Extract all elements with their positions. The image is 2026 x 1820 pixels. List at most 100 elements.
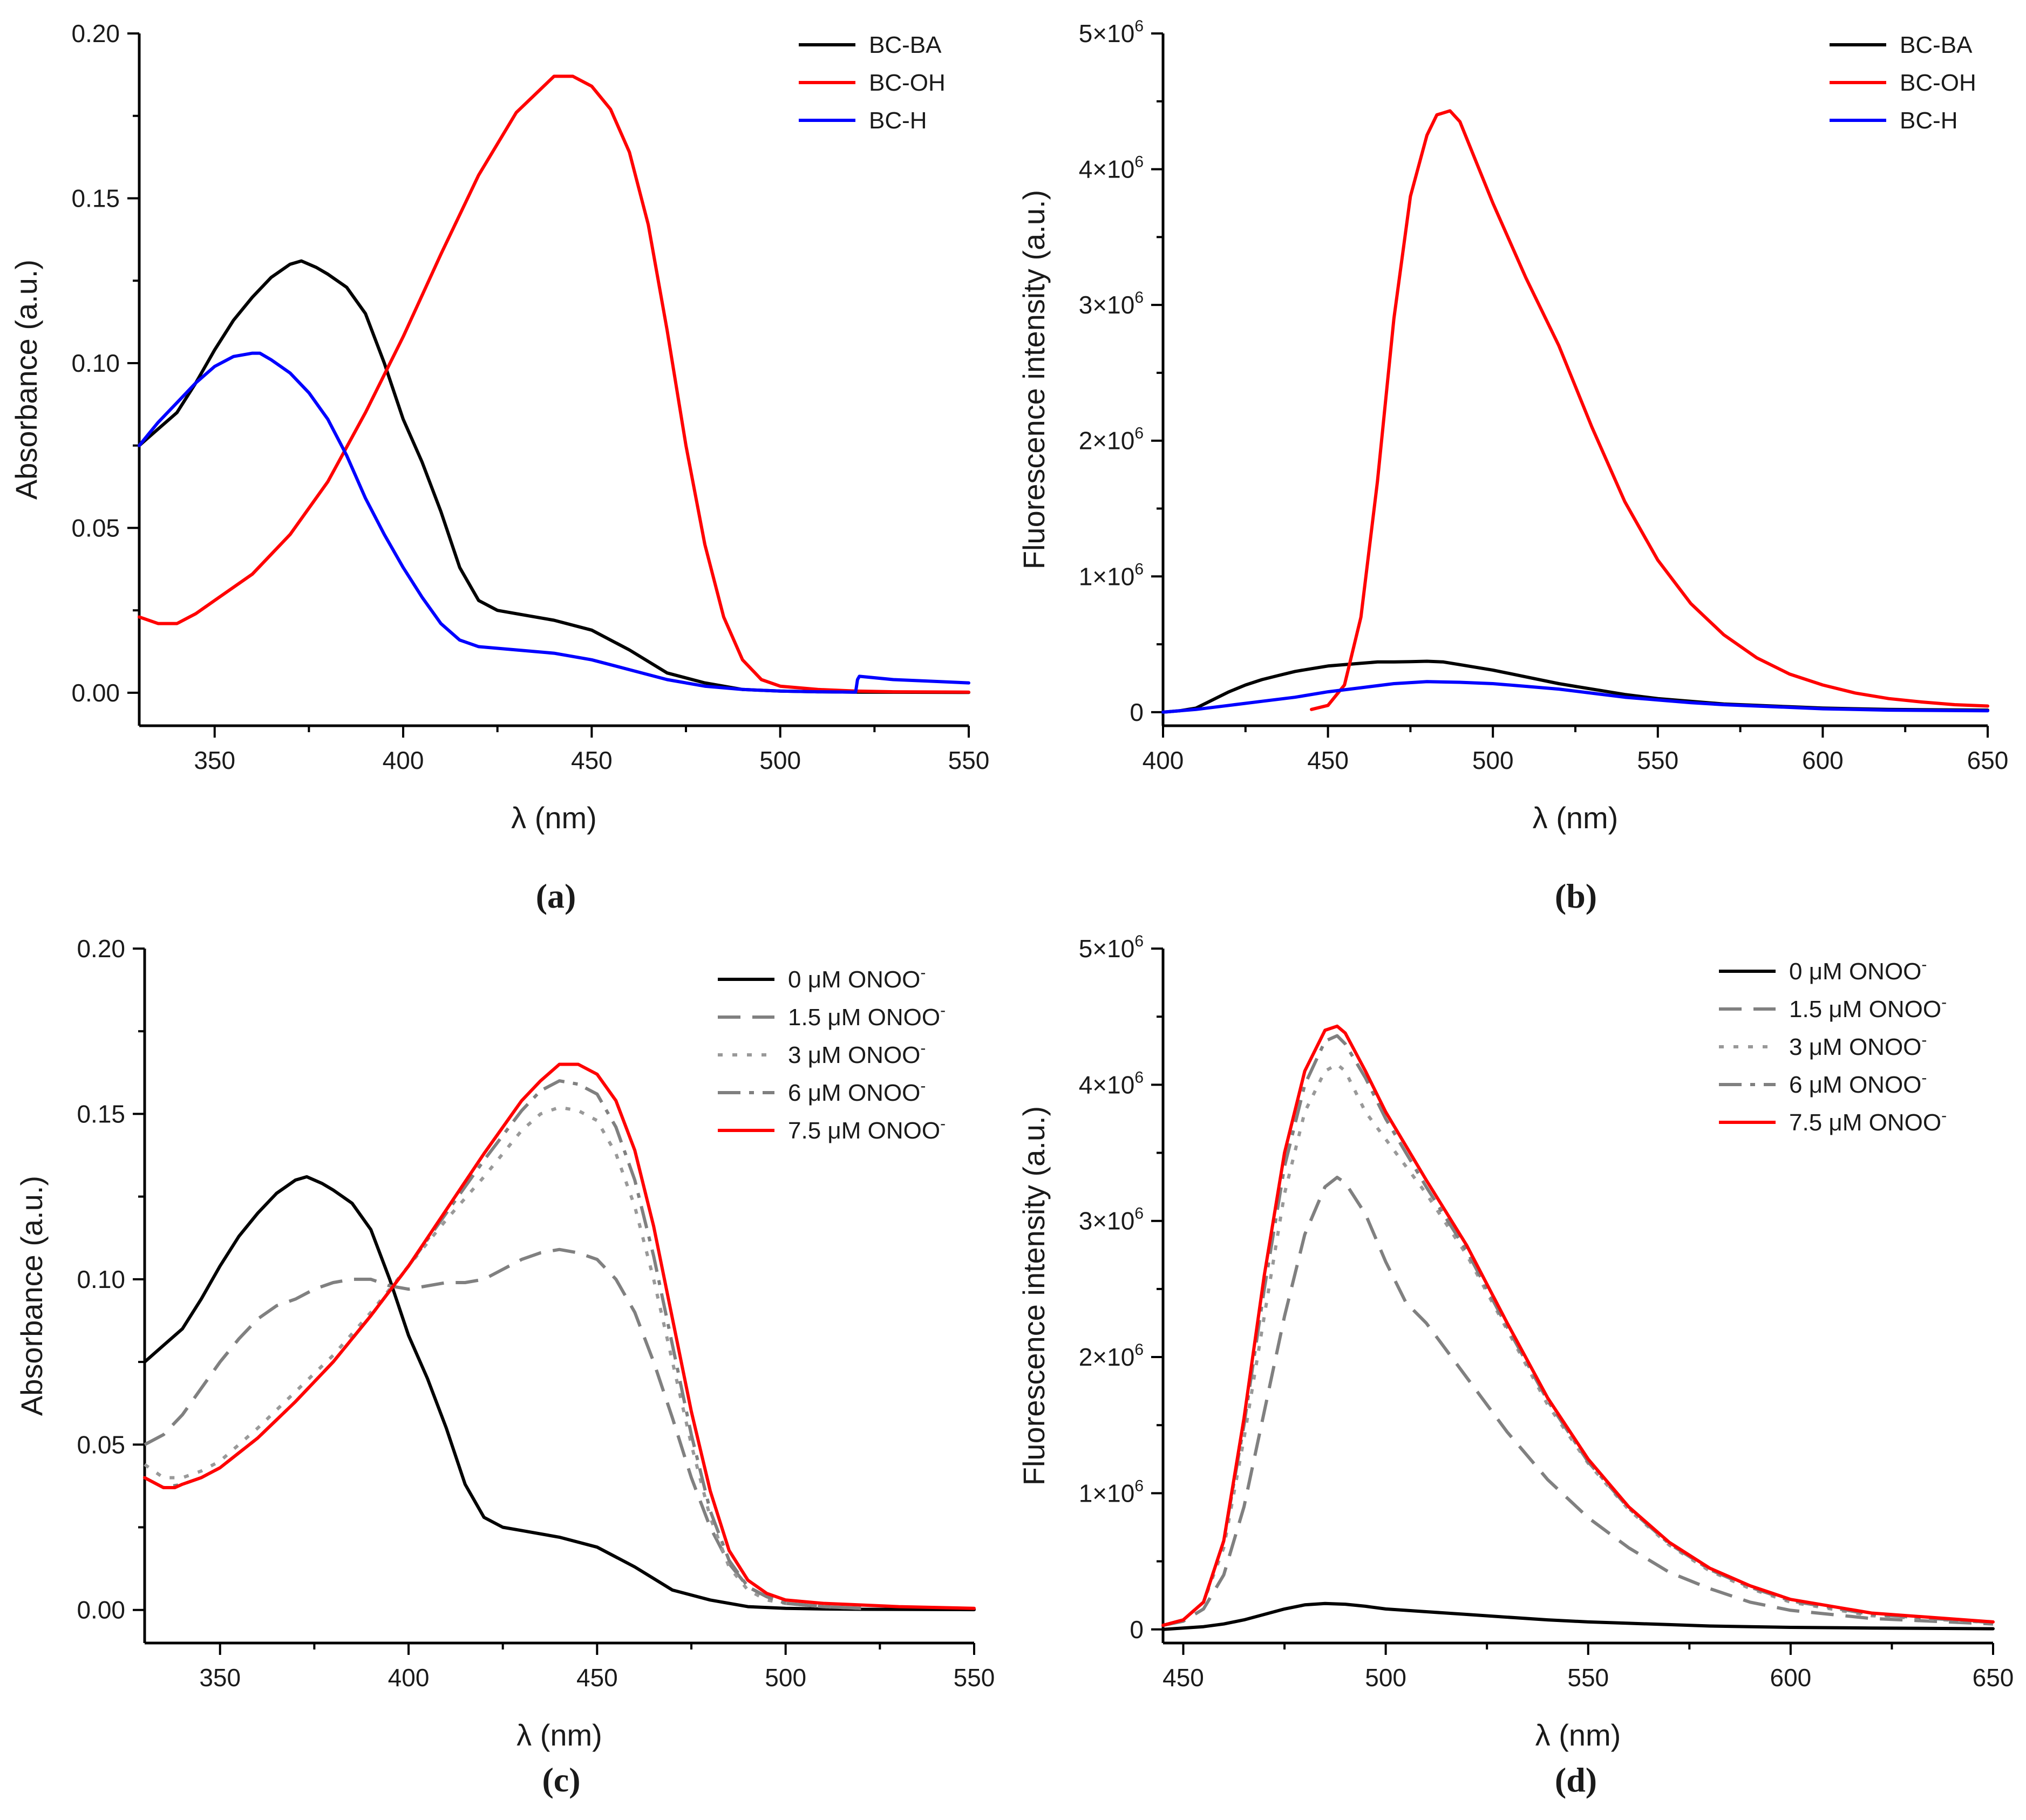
y-tick-label: 0.20 — [77, 935, 125, 963]
legend-series-name: 1.5 — [1789, 996, 1822, 1023]
y-tick-exponent: 6 — [1134, 1068, 1144, 1086]
legend-series-name: BC-BA — [1900, 32, 1973, 58]
x-tick-label: 400 — [388, 1664, 430, 1692]
x-tick-label: 600 — [1802, 746, 1844, 774]
panel-label: (b) — [1555, 877, 1597, 915]
y-tick-exponent: 6 — [1134, 560, 1144, 578]
x-tick-label: 550 — [1637, 746, 1678, 774]
y-axis-title: Fluorescence intensity (a.u.) — [1017, 1106, 1051, 1485]
x-tick-label: 550 — [948, 746, 990, 774]
series-line-bc-oh — [138, 74, 970, 694]
x-tick-label: 550 — [954, 1664, 995, 1692]
legend-superscript: - — [1941, 993, 1947, 1011]
y-tick-exponent: 6 — [1134, 1341, 1144, 1359]
x-tick-label: 500 — [765, 1664, 806, 1692]
series-line-6 — [144, 1079, 861, 1610]
y-tick-label: 3×106 — [1079, 1205, 1144, 1235]
y-tick-label: 2×106 — [1079, 425, 1144, 455]
series-line-3 — [144, 1106, 861, 1610]
legend-unit: μM ONOO — [1822, 996, 1941, 1023]
x-tick-label: 350 — [194, 746, 235, 774]
legend-series-name: 7.5 — [788, 1117, 821, 1144]
y-tick-label: 0.00 — [71, 679, 120, 707]
x-tick-label: 650 — [1967, 746, 2009, 774]
y-tick-label-base: 0.20 — [77, 935, 125, 963]
y-tick-label: 5×106 — [1079, 17, 1144, 47]
y-tick-exponent: 6 — [1134, 1477, 1144, 1495]
legend-label: 7.5 μM ONOO- — [788, 1115, 946, 1144]
panel-label: (d) — [1555, 1761, 1597, 1799]
legend-series-name: 1.5 — [788, 1004, 821, 1031]
series-line-bc-ba — [138, 259, 970, 694]
series-line-bc-ba — [1161, 659, 1989, 714]
y-tick-label-base: 0.10 — [71, 349, 120, 377]
y-axis-title: Absorbance (a.u.) — [15, 1176, 49, 1416]
legend-series-name: 3 — [788, 1042, 801, 1068]
series-line-7-5 — [1161, 1024, 1995, 1627]
x-tick-label: 500 — [1365, 1664, 1406, 1692]
y-tick-label: 0.15 — [71, 184, 120, 212]
y-tick-exponent: 6 — [1134, 932, 1144, 950]
x-tick-label: 400 — [1143, 746, 1184, 774]
legend: BC-BA BC-OH BC-H — [799, 32, 946, 134]
x-tick-label: 650 — [1973, 1664, 2014, 1692]
y-tick-label-base: 4×10 — [1079, 1071, 1135, 1099]
legend-series-name: BC-H — [1900, 107, 1958, 134]
legend-unit: μM ONOO — [801, 1042, 920, 1068]
y-tick-label-base: 0.15 — [77, 1100, 125, 1128]
legend-series-name: 7.5 — [1789, 1109, 1822, 1136]
y-tick-label-base: 2×10 — [1079, 1343, 1135, 1371]
series-line-1-5 — [1162, 1176, 1994, 1627]
legend-superscript: - — [1921, 956, 1927, 973]
legend-label: BC-OH — [869, 70, 946, 96]
legend-series-name: 6 — [788, 1080, 801, 1106]
legend-series-name: BC-BA — [869, 32, 942, 58]
chart-d: 450 500 550 600 65001×1062×1063×1064×1065×10… — [1017, 932, 2014, 1799]
panel-label: (a) — [536, 877, 576, 915]
legend-series-name: BC-OH — [869, 70, 946, 96]
y-tick-exponent: 6 — [1134, 425, 1144, 442]
y-tick-label-base: 0.15 — [71, 184, 120, 212]
legend-label: BC-H — [869, 107, 927, 134]
legend-superscript: - — [940, 1001, 946, 1019]
x-tick-label: 550 — [1567, 1664, 1609, 1692]
legend-series-name: 0 — [788, 966, 801, 993]
y-tick-exponent: 6 — [1134, 1205, 1144, 1223]
x-tick-label: 450 — [1162, 1664, 1204, 1692]
legend-label: 6 μM ONOO- — [1789, 1069, 1927, 1098]
legend-superscript: - — [1921, 1031, 1927, 1049]
legend-series-name: BC-H — [869, 107, 927, 134]
y-tick-label: 0.15 — [77, 1100, 125, 1128]
x-axis-title: λ (nm) — [1533, 801, 1619, 835]
legend-superscript: - — [940, 1115, 946, 1133]
y-axis-title: Absorbance (a.u.) — [9, 260, 43, 500]
legend-label: BC-BA — [1900, 32, 1973, 58]
y-tick-label-base: 1×10 — [1079, 1479, 1135, 1507]
y-tick-label-base: 1×10 — [1079, 562, 1135, 590]
legend-label: 3 μM ONOO- — [1789, 1031, 1927, 1060]
legend-superscript: - — [1921, 1069, 1927, 1087]
series-line-bc-h — [138, 351, 970, 694]
y-tick-label: 0.20 — [71, 19, 120, 47]
y-tick-label-base: 0 — [1130, 698, 1144, 726]
y-tick-label: 0 — [1130, 1615, 1144, 1644]
y-tick-label: 0.05 — [71, 514, 120, 542]
chart-c: 350 400 450 500 550 0.00 0.05 0.10 0.15 0.20 λ (nm… — [15, 935, 995, 1799]
chart-a: 350 400 450 500 550 0.00 0.05 0.10 0.15 0.20 λ (nm… — [9, 19, 989, 915]
y-tick-label: 5×106 — [1079, 932, 1144, 963]
y-tick-label-base: 0.05 — [77, 1430, 125, 1458]
y-tick-label-base: 0 — [1130, 1615, 1144, 1644]
series-line-bc-oh — [1310, 109, 1989, 711]
y-tick-label: 1×106 — [1079, 1477, 1144, 1507]
chart-b: 400 450 500 550 600 65001×1062×1063×1064×1065… — [1017, 17, 2008, 915]
legend-series-name: 0 — [1789, 958, 1802, 985]
legend-unit: μM ONOO — [821, 1004, 940, 1031]
panel-label: (c) — [542, 1761, 580, 1799]
y-axis-title: Fluorescence intensity (a.u.) — [1017, 190, 1051, 569]
y-tick-label-base: 2×10 — [1079, 427, 1135, 455]
legend-unit: μM ONOO — [1802, 1034, 1921, 1060]
legend-superscript: - — [1941, 1107, 1947, 1124]
x-tick-label: 500 — [1472, 746, 1514, 774]
y-tick-label: 0.10 — [71, 349, 120, 377]
legend-series-name: 6 — [1789, 1072, 1802, 1098]
